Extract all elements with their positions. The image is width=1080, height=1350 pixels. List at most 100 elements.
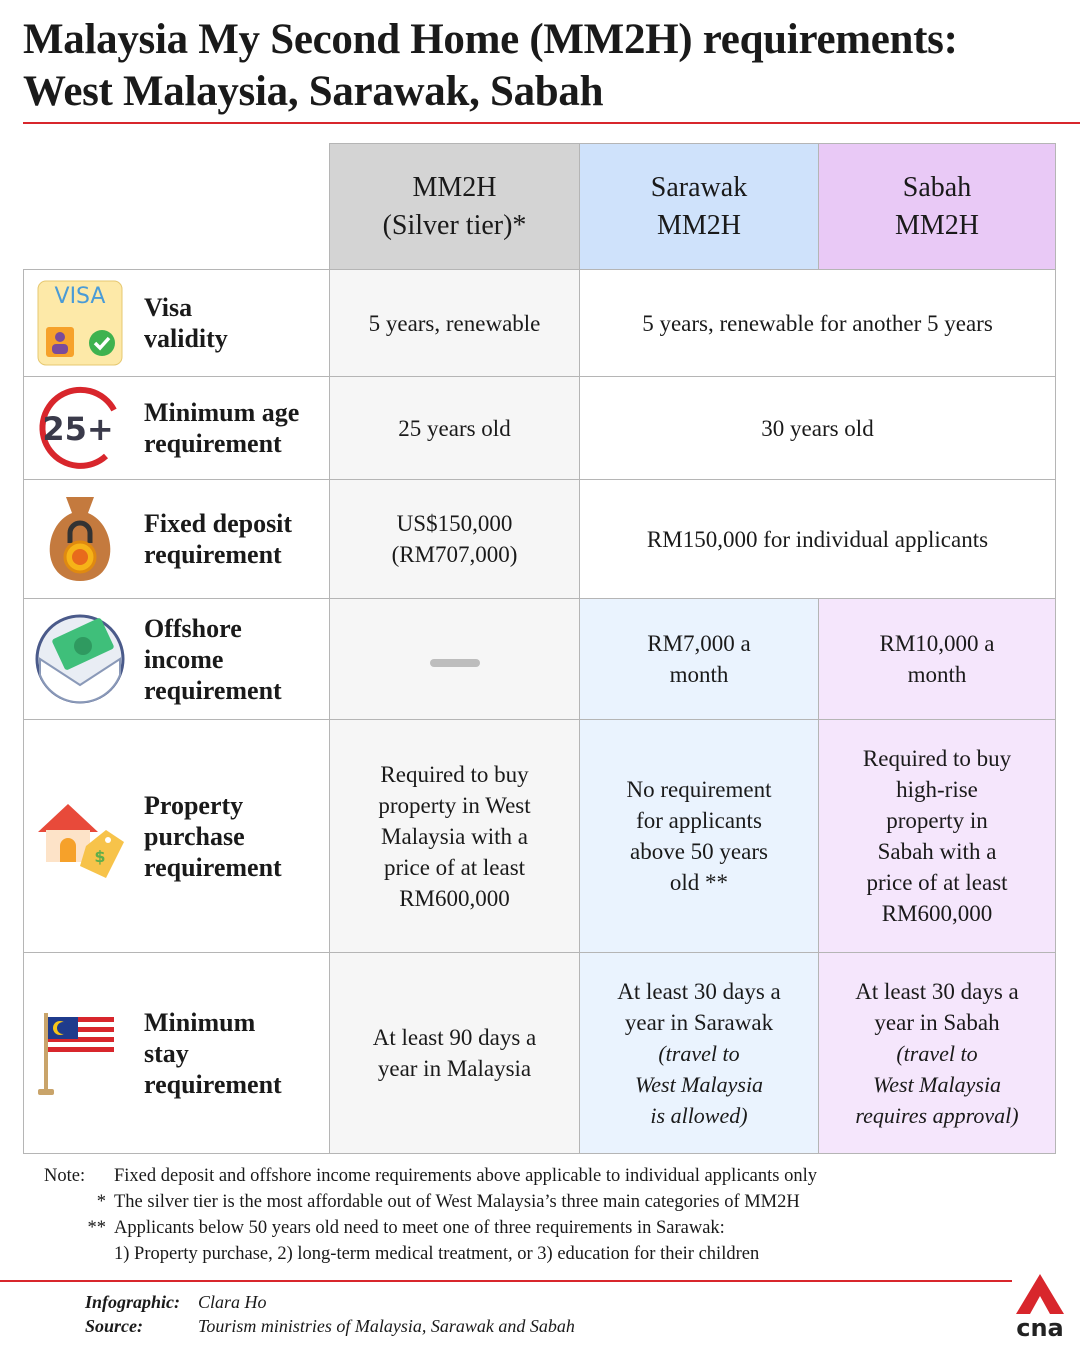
path: [38, 804, 98, 832]
circle: [89, 330, 115, 356]
cell: At least 30 days a year in Sarawak (trave…: [579, 952, 819, 1154]
cell: Required to buy high-rise property in Sa…: [818, 719, 1056, 953]
div: $ Property purchase requirement: [34, 790, 323, 883]
cell: At least 30 days a year in Sabah (travel …: [818, 952, 1056, 1154]
row-label: Offshore income requirement: [144, 613, 282, 705]
divider: [0, 1280, 1012, 1282]
row: VISA Visa validity 5 years, renewable 5 …: [23, 269, 1056, 377]
note-row: ** Applicants below 50 years old need to …: [44, 1215, 817, 1267]
note-text: Fixed deposit and offshore income requir…: [114, 1166, 817, 1186]
icon-text: VISA: [55, 284, 106, 309]
rect: [48, 1027, 114, 1032]
circle: [105, 837, 111, 843]
note-text: The silver tier is the most affordable o…: [114, 1192, 800, 1212]
cell: [329, 598, 580, 720]
path: [1016, 1274, 1064, 1314]
deposit-icon: [49, 497, 111, 581]
row: Minimum stay requirement At least 90 day…: [23, 952, 1056, 1154]
cell-note: (travel to West Malaysia requires approv…: [855, 1040, 1019, 1128]
cell-text: At least 30 days a year in Sarawak: [617, 978, 781, 1035]
rect: [48, 1047, 114, 1052]
div: 25+ Minimum age requirement: [34, 384, 323, 472]
path: [93, 336, 111, 351]
cell: 5 years, renewable for another 5 years: [579, 269, 1056, 377]
title-line: Malaysia My Second Home (MM2H) requireme…: [23, 16, 958, 63]
row-label: Property purchase requirement: [144, 790, 282, 882]
cell: 5 years, renewable: [329, 269, 580, 377]
flag-icon: [38, 1013, 114, 1095]
circle: [57, 1022, 69, 1034]
cell: 25 years old: [329, 376, 580, 480]
icon-text: 25+: [42, 410, 113, 448]
circle: [72, 549, 88, 565]
column-header: Sarawak MM2H: [579, 143, 819, 270]
tbody: MM2H (Silver tier)* Sarawak MM2H Sabah M…: [23, 143, 1056, 1154]
path: [80, 830, 124, 878]
credit-label: Source:: [85, 1316, 143, 1336]
row-label: Visa validity: [144, 293, 228, 353]
corner: [23, 143, 330, 270]
row-label-cell: $ Property purchase requirement: [23, 719, 330, 953]
requirements-table: MM2H (Silver tier)* Sarawak MM2H Sabah M…: [23, 143, 1056, 1154]
note-row: * The silver tier is the most affordable …: [44, 1189, 817, 1215]
path: [67, 520, 93, 543]
credit-row: Infographic: Clara Ho: [85, 1290, 575, 1314]
row-label: Minimum age requirement: [144, 398, 300, 458]
rect: [48, 1017, 114, 1022]
note-row: Note: Fixed deposit and offshore income r…: [44, 1163, 817, 1189]
cell-text: At least 30 days a year in Sabah: [855, 978, 1019, 1035]
cell: RM10,000 a month: [818, 598, 1056, 720]
cell: No requirement for applicants above 50 y…: [579, 719, 819, 953]
logo: cna: [1016, 1274, 1064, 1342]
note-marker: **: [87, 1218, 107, 1238]
title: Malaysia My Second Home (MM2H) requireme…: [23, 14, 958, 118]
property-icon: $: [38, 804, 124, 878]
not-applicable-dash: [429, 658, 480, 667]
row: Fixed deposit requirement US$150,000 (RM…: [23, 479, 1056, 599]
cell: RM150,000 for individual applicants: [579, 479, 1056, 599]
div: Offshore income requirement: [34, 613, 323, 706]
path: [39, 657, 121, 704]
row-label-cell: VISA Visa validity: [23, 269, 330, 377]
credit-label: Infographic:: [85, 1292, 181, 1312]
circle: [74, 637, 92, 655]
circle: [55, 332, 65, 342]
row-label: Minimum stay requirement: [144, 1007, 282, 1099]
text: $: [94, 847, 105, 866]
cell: US$150,000 (RM707,000): [329, 479, 580, 599]
header-row: MM2H (Silver tier)* Sarawak MM2H Sabah M…: [23, 143, 1056, 270]
cell: 30 years old: [579, 376, 1056, 480]
rect: [52, 344, 68, 354]
visa-icon: VISA: [37, 280, 123, 366]
path: [39, 386, 117, 469]
cell-note: (travel to West Malaysia is allowed): [634, 1040, 764, 1128]
cell: At least 90 days a year in Malaysia: [329, 952, 580, 1154]
rect: [48, 1037, 114, 1042]
note-marker: Note:: [44, 1166, 86, 1186]
div: VISA Visa validity: [34, 279, 323, 367]
column-header: Sabah MM2H: [818, 143, 1056, 270]
row: Offshore income requirement RM7,000 a mo…: [23, 598, 1056, 720]
credit-value: Tourism ministries of Malaysia, Sarawak …: [198, 1316, 575, 1336]
age-icon: 25+: [39, 386, 117, 469]
rect: [44, 1013, 48, 1091]
note-marker: *: [96, 1192, 106, 1212]
path: [66, 497, 94, 513]
divider: [23, 122, 1080, 124]
credit-row: Source: Tourism ministries of Malaysia, S…: [85, 1314, 575, 1338]
row-label-cell: Fixed deposit requirement: [23, 479, 330, 599]
row-label-cell: 25+ Minimum age requirement: [23, 376, 330, 480]
credit-value: Clara Ho: [198, 1292, 267, 1312]
path: [60, 838, 76, 862]
div: Fixed deposit requirement: [34, 491, 323, 587]
rect: [38, 1089, 54, 1095]
div: Minimum stay requirement: [34, 1007, 323, 1100]
column-header: MM2H (Silver tier)*: [329, 143, 580, 270]
note-text: Applicants below 50 years old need to me…: [114, 1218, 760, 1264]
cell: Required to buy property in West Malaysi…: [329, 719, 580, 953]
row-label-cell: Offshore income requirement: [23, 598, 330, 720]
row-label: Fixed deposit requirement: [144, 509, 293, 569]
row: $ Property purchase requirement Required…: [23, 719, 1056, 953]
credits: Infographic: Clara Ho Source: Tourism mini…: [85, 1290, 575, 1338]
